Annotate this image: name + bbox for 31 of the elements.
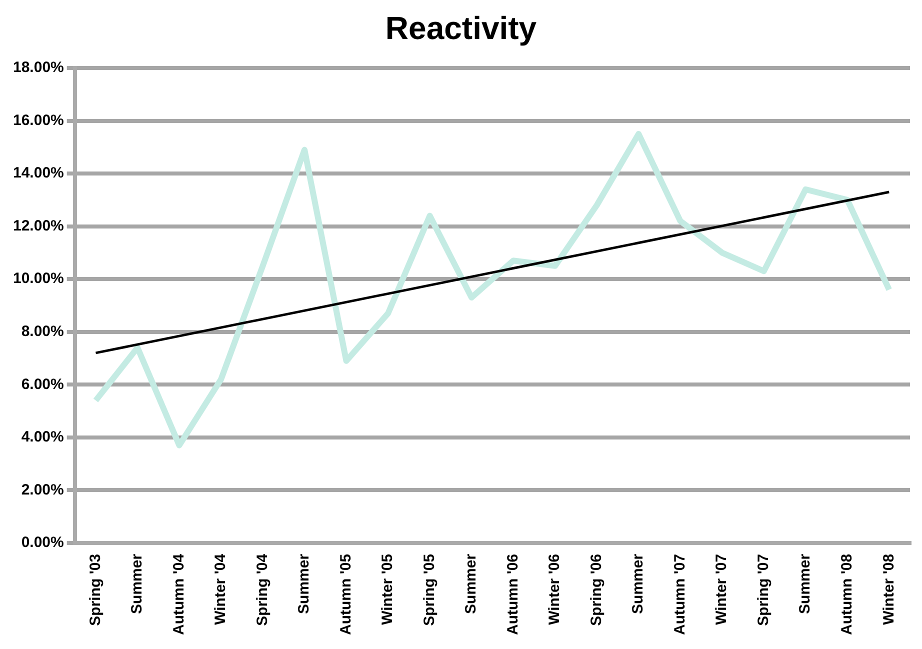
x-tick-label: Summer: [630, 554, 647, 614]
x-tick-label: Spring '05: [420, 554, 438, 626]
x-tick-label: Autumn '07: [671, 554, 688, 636]
y-tick-label: 16.00%: [13, 112, 64, 129]
y-tick-label: 18.00%: [13, 59, 64, 76]
x-tick-label: Spring '03: [86, 554, 104, 626]
x-tick-label: Summer: [296, 554, 313, 614]
y-tick-label: 4.00%: [21, 428, 64, 446]
chart-title: Reactivity: [384, 10, 538, 47]
x-tick-label: Winter '05: [379, 554, 396, 625]
y-tick-label: 2.00%: [21, 481, 64, 498]
y-tick-label: 12.00%: [13, 217, 64, 234]
x-tick-label: Summer: [796, 554, 814, 614]
x-tick-label: Winter '04: [212, 553, 230, 625]
y-tick-label: 0.00%: [21, 534, 64, 552]
x-tick-label: Autumn '08: [838, 554, 856, 636]
x-tick-label: Autumn '04: [170, 553, 188, 636]
x-tick-label: Autumn '05: [337, 554, 354, 636]
x-tick-label: Summer: [462, 554, 480, 614]
y-tick-label: 10.00%: [13, 270, 64, 288]
x-tick-label: Spring '06: [588, 554, 605, 626]
x-tick-label: Summer: [128, 554, 146, 614]
y-tick-label: 6.00%: [21, 376, 64, 393]
x-tick-label: Winter '07: [713, 554, 730, 625]
x-tick-label: Spring '04: [254, 553, 271, 626]
x-tick-label: Winter '08: [880, 554, 898, 625]
y-tick-label: 8.00%: [21, 322, 64, 340]
x-tick-label: Winter '06: [546, 554, 564, 625]
x-tick-label: Autumn '06: [504, 554, 522, 636]
y-tick-label: 14.00%: [13, 164, 64, 182]
x-tick-label: Spring '07: [754, 554, 772, 626]
